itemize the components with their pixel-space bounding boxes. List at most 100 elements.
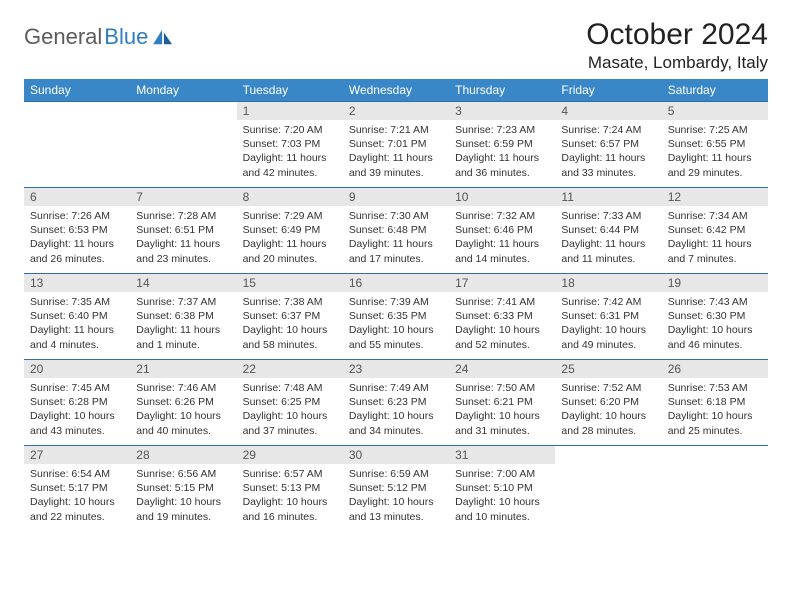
calendar-cell: 10 Sunrise: 7:32 AMSunset: 6:46 PMDayligh… [449,188,555,274]
day-details: Sunrise: 7:29 AMSunset: 6:49 PMDaylight:… [243,209,337,266]
day-details: Sunrise: 7:49 AMSunset: 6:23 PMDaylight:… [349,381,443,438]
day-details: Sunrise: 7:53 AMSunset: 6:18 PMDaylight:… [668,381,762,438]
calendar-cell [555,446,661,532]
day-number: 14 [130,274,236,292]
weekday-header: Thursday [449,79,555,102]
day-number: 6 [24,188,130,206]
day-number: 7 [130,188,236,206]
day-details: Sunrise: 7:30 AMSunset: 6:48 PMDaylight:… [349,209,443,266]
day-details: Sunrise: 6:56 AMSunset: 5:15 PMDaylight:… [136,467,230,524]
calendar-cell: 24 Sunrise: 7:50 AMSunset: 6:21 PMDayligh… [449,360,555,446]
calendar-cell: 16 Sunrise: 7:39 AMSunset: 6:35 PMDayligh… [343,274,449,360]
day-number: 19 [662,274,768,292]
day-details: Sunrise: 7:21 AMSunset: 7:01 PMDaylight:… [349,123,443,180]
page-title: October 2024 [586,18,768,51]
day-details: Sunrise: 7:25 AMSunset: 6:55 PMDaylight:… [668,123,762,180]
day-number: 9 [343,188,449,206]
day-number: 1 [237,102,343,120]
day-details: Sunrise: 7:39 AMSunset: 6:35 PMDaylight:… [349,295,443,352]
day-details: Sunrise: 7:42 AMSunset: 6:31 PMDaylight:… [561,295,655,352]
day-number: 8 [237,188,343,206]
day-number: 13 [24,274,130,292]
calendar-cell: 5 Sunrise: 7:25 AMSunset: 6:55 PMDaylight… [662,102,768,188]
day-details: Sunrise: 6:59 AMSunset: 5:12 PMDaylight:… [349,467,443,524]
day-number: 29 [237,446,343,464]
calendar-cell: 4 Sunrise: 7:24 AMSunset: 6:57 PMDaylight… [555,102,661,188]
calendar-cell: 18 Sunrise: 7:42 AMSunset: 6:31 PMDayligh… [555,274,661,360]
day-details: Sunrise: 7:37 AMSunset: 6:38 PMDaylight:… [136,295,230,352]
day-details: Sunrise: 7:32 AMSunset: 6:46 PMDaylight:… [455,209,549,266]
day-details: Sunrise: 7:38 AMSunset: 6:37 PMDaylight:… [243,295,337,352]
calendar-cell: 21 Sunrise: 7:46 AMSunset: 6:26 PMDayligh… [130,360,236,446]
day-number: 16 [343,274,449,292]
day-details: Sunrise: 7:46 AMSunset: 6:26 PMDaylight:… [136,381,230,438]
calendar-cell: 1Sunrise: 7:20 AMSunset: 7:03 PMDaylight… [237,102,343,188]
weekday-header: Friday [555,79,661,102]
day-details: Sunrise: 7:34 AMSunset: 6:42 PMDaylight:… [668,209,762,266]
calendar-cell: 28 Sunrise: 6:56 AMSunset: 5:15 PMDayligh… [130,446,236,532]
day-number: 17 [449,274,555,292]
calendar-cell: 27 Sunrise: 6:54 AMSunset: 5:17 PMDayligh… [24,446,130,532]
day-details: Sunrise: 7:48 AMSunset: 6:25 PMDaylight:… [243,381,337,438]
day-number: 20 [24,360,130,378]
day-number: 30 [343,446,449,464]
day-number: 22 [237,360,343,378]
calendar-cell: 31 Sunrise: 7:00 AMSunset: 5:10 PMDayligh… [449,446,555,532]
calendar-cell: 12Sunrise: 7:34 AMSunset: 6:42 PMDayligh… [662,188,768,274]
calendar-cell: 9 Sunrise: 7:30 AMSunset: 6:48 PMDaylight… [343,188,449,274]
calendar-cell: 25 Sunrise: 7:52 AMSunset: 6:20 PMDayligh… [555,360,661,446]
day-details: Sunrise: 6:54 AMSunset: 5:17 PMDaylight:… [30,467,124,524]
day-number: 5 [662,102,768,120]
calendar-cell [24,102,130,188]
calendar-cell: 26Sunrise: 7:53 AMSunset: 6:18 PMDayligh… [662,360,768,446]
calendar-cell: 3 Sunrise: 7:23 AMSunset: 6:59 PMDaylight… [449,102,555,188]
day-number: 15 [237,274,343,292]
day-number: 31 [449,446,555,464]
day-details: Sunrise: 7:50 AMSunset: 6:21 PMDaylight:… [455,381,549,438]
calendar-cell [130,102,236,188]
calendar-cell: 8 Sunrise: 7:29 AMSunset: 6:49 PMDaylight… [237,188,343,274]
sail-icon [152,28,174,46]
day-number: 2 [343,102,449,120]
weekday-header: Tuesday [237,79,343,102]
day-details: Sunrise: 7:26 AMSunset: 6:53 PMDaylight:… [30,209,124,266]
calendar-cell: 20Sunrise: 7:45 AMSunset: 6:28 PMDayligh… [24,360,130,446]
day-details: Sunrise: 7:41 AMSunset: 6:33 PMDaylight:… [455,295,549,352]
calendar-cell: 29 Sunrise: 6:57 AMSunset: 5:13 PMDayligh… [237,446,343,532]
day-details: Sunrise: 7:28 AMSunset: 6:51 PMDaylight:… [136,209,230,266]
day-details: Sunrise: 6:57 AMSunset: 5:13 PMDaylight:… [243,467,337,524]
day-details: Sunrise: 7:24 AMSunset: 6:57 PMDaylight:… [561,123,655,180]
calendar-cell [662,446,768,532]
day-number: 28 [130,446,236,464]
day-number: 18 [555,274,661,292]
day-number: 4 [555,102,661,120]
day-details: Sunrise: 7:35 AMSunset: 6:40 PMDaylight:… [30,295,124,352]
calendar-table: SundayMondayTuesdayWednesdayThursdayFrid… [24,79,768,532]
day-number: 21 [130,360,236,378]
calendar-cell: 14 Sunrise: 7:37 AMSunset: 6:38 PMDayligh… [130,274,236,360]
day-details: Sunrise: 7:00 AMSunset: 5:10 PMDaylight:… [455,467,549,524]
day-number: 24 [449,360,555,378]
weekday-header: Sunday [24,79,130,102]
weekday-header: Wednesday [343,79,449,102]
calendar-cell: 13 Sunrise: 7:35 AMSunset: 6:40 PMDayligh… [24,274,130,360]
calendar-cell: 11Sunrise: 7:33 AMSunset: 6:44 PMDayligh… [555,188,661,274]
calendar-cell: 23 Sunrise: 7:49 AMSunset: 6:23 PMDayligh… [343,360,449,446]
calendar-cell: 17 Sunrise: 7:41 AMSunset: 6:33 PMDayligh… [449,274,555,360]
calendar-cell: 19Sunrise: 7:43 AMSunset: 6:30 PMDayligh… [662,274,768,360]
calendar-cell: 2 Sunrise: 7:21 AMSunset: 7:01 PMDaylight… [343,102,449,188]
day-number: 23 [343,360,449,378]
day-number: 3 [449,102,555,120]
calendar-cell: 7 Sunrise: 7:28 AMSunset: 6:51 PMDaylight… [130,188,236,274]
day-number: 27 [24,446,130,464]
day-number: 10 [449,188,555,206]
brand-part1: General [24,24,102,50]
day-details: Sunrise: 7:52 AMSunset: 6:20 PMDaylight:… [561,381,655,438]
calendar-cell: 15 Sunrise: 7:38 AMSunset: 6:37 PMDayligh… [237,274,343,360]
day-details: Sunrise: 7:23 AMSunset: 6:59 PMDaylight:… [455,123,549,180]
calendar-cell: 22 Sunrise: 7:48 AMSunset: 6:25 PMDayligh… [237,360,343,446]
weekday-header: Saturday [662,79,768,102]
day-details: Sunrise: 7:33 AMSunset: 6:44 PMDaylight:… [561,209,655,266]
calendar-cell: 30 Sunrise: 6:59 AMSunset: 5:12 PMDayligh… [343,446,449,532]
day-number: 25 [555,360,661,378]
